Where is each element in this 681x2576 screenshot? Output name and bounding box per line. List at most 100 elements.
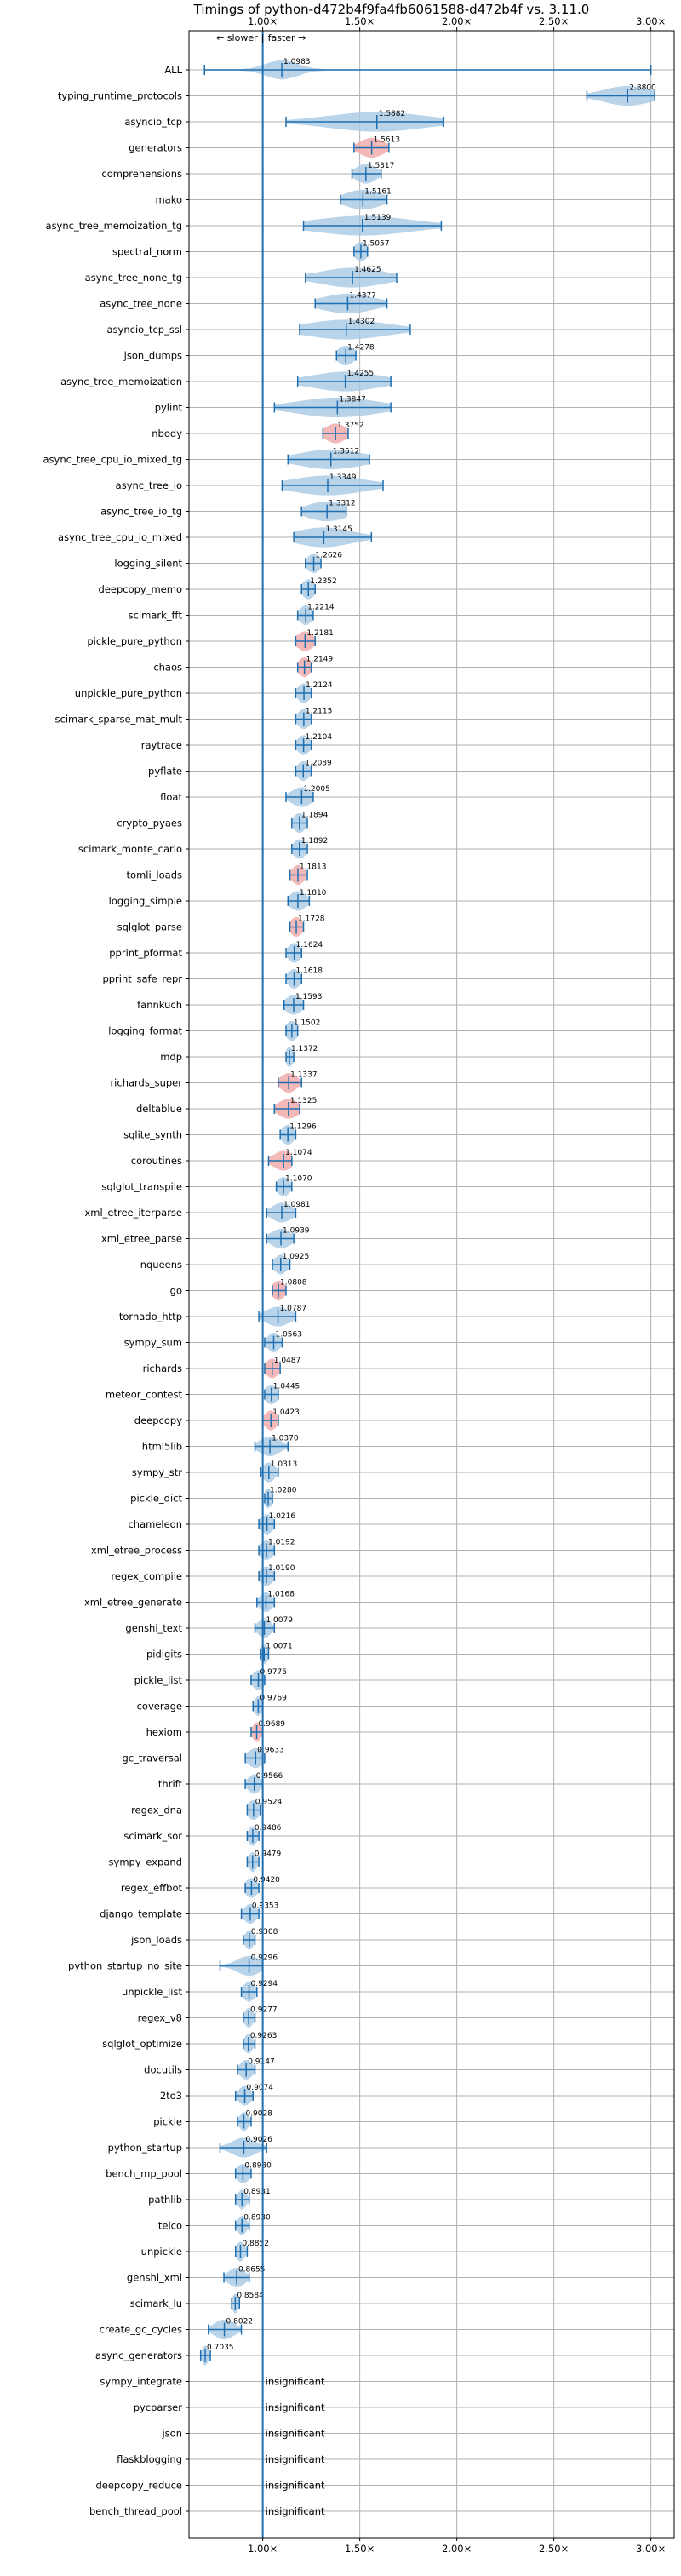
- value-label: 1.5613: [374, 136, 401, 145]
- benchmark-label: unpickle: [141, 2246, 182, 2258]
- value-label: 0.9294: [251, 1980, 278, 1988]
- benchmark-label: nbody: [152, 427, 182, 439]
- benchmark-label: typing_runtime_protocols: [58, 90, 182, 102]
- benchmark-label: pprint_pformat: [109, 947, 182, 959]
- value-label: 2.8800: [629, 84, 656, 93]
- value-label: 1.4625: [354, 266, 381, 274]
- benchmark-label: bench_thread_pool: [89, 2505, 182, 2517]
- value-label: 0.8655: [238, 2266, 266, 2275]
- insignificant-label: insignificant: [266, 2480, 325, 2492]
- benchmark-label: float: [160, 791, 182, 803]
- value-label: 1.3752: [337, 422, 364, 430]
- benchmark-label: pylint: [155, 402, 183, 414]
- benchmark-label: sympy_str: [132, 1466, 182, 1478]
- benchmark-label: json_loads: [130, 1934, 182, 1946]
- benchmark-label: sqlglot_transpile: [101, 1181, 182, 1193]
- value-label: 0.9074: [247, 2084, 274, 2092]
- value-label: 1.3312: [329, 500, 356, 508]
- benchmark-label: comprehensions: [101, 168, 182, 180]
- value-label: 0.9775: [260, 1668, 288, 1677]
- benchmark-label: chaos: [153, 662, 182, 674]
- benchmark-label: scimark_sparse_mat_mult: [55, 714, 183, 726]
- benchmark-label: pickle: [153, 2116, 182, 2128]
- value-label: 1.0071: [266, 1643, 293, 1651]
- value-label: 1.0925: [283, 1253, 310, 1261]
- value-label: 1.0079: [266, 1616, 293, 1625]
- x-tick-label-bottom: 2.50×: [539, 2543, 569, 2555]
- value-label: 1.1593: [295, 993, 323, 1001]
- benchmark-label: unpickle_list: [122, 1986, 182, 1998]
- benchmark-label: gc_traversal: [123, 1753, 183, 1764]
- value-label: 1.4302: [348, 318, 375, 326]
- value-label: 1.1728: [298, 915, 325, 924]
- value-label: 1.2181: [306, 629, 334, 638]
- value-label: 0.9524: [255, 1799, 283, 1807]
- benchmark-label: asyncio_tcp: [124, 116, 182, 128]
- value-label: 1.0808: [280, 1279, 307, 1288]
- benchmark-label: raytrace: [141, 739, 182, 751]
- value-label: 1.0563: [275, 1331, 302, 1340]
- value-label: 1.1624: [296, 941, 323, 950]
- x-tick-label-top: 1.50×: [345, 15, 375, 27]
- value-label: 1.5161: [364, 188, 392, 197]
- value-label: 1.2104: [306, 733, 333, 742]
- value-label: 1.4377: [349, 292, 376, 301]
- benchmark-label: pickle_pure_python: [87, 635, 182, 647]
- value-label: 1.2089: [305, 760, 332, 768]
- benchmark-label: regex_dna: [131, 1804, 182, 1816]
- value-label: 1.1070: [285, 1175, 312, 1184]
- benchmark-label: regex_v8: [138, 2012, 182, 2024]
- value-label: 0.9028: [245, 2110, 272, 2119]
- benchmark-label: go: [170, 1285, 182, 1297]
- chart-title: Timings of python-d472b4f9fa4fb6061588-d…: [193, 2, 590, 17]
- benchmark-label: sqlglot_optimize: [102, 2038, 182, 2050]
- benchmark-label: flaskblogging: [117, 2453, 182, 2465]
- benchmark-label: coverage: [137, 1701, 182, 1713]
- value-label: 0.9769: [260, 1695, 287, 1703]
- benchmark-label: pathlib: [148, 2194, 182, 2206]
- benchmark-label: ALL: [164, 64, 182, 76]
- benchmark-label: pidigits: [146, 1649, 182, 1661]
- benchmark-label: sympy_expand: [109, 1856, 182, 1868]
- value-label: 1.4255: [347, 370, 375, 378]
- value-label: 1.0370: [272, 1435, 299, 1443]
- benchmark-label: python_startup_no_site: [68, 1960, 182, 1972]
- value-label: 0.9420: [253, 1876, 280, 1885]
- insignificant-label: insignificant: [266, 2505, 325, 2517]
- grid-layer: [189, 31, 674, 2538]
- value-label: 1.2352: [310, 577, 337, 586]
- benchmark-label: async_tree_none_tg: [85, 272, 182, 284]
- value-label: 0.8584: [237, 2292, 264, 2300]
- benchmark-label: deltablue: [136, 1103, 182, 1115]
- benchmark-label: telco: [158, 2220, 182, 2232]
- benchmark-label: scimark_lu: [130, 2298, 182, 2309]
- benchmark-label: tornado_http: [119, 1311, 182, 1322]
- value-label: 1.3512: [333, 448, 360, 456]
- benchmark-label: mako: [155, 194, 182, 206]
- benchmark-label: mdp: [160, 1051, 182, 1063]
- value-label: 0.9353: [252, 1902, 279, 1911]
- benchmark-label: xml_etree_iterparse: [84, 1207, 182, 1219]
- value-label: 1.0168: [267, 1591, 295, 1599]
- benchmark-label: deepcopy_memo: [99, 583, 182, 595]
- x-tick-label-top: 2.50×: [539, 15, 569, 27]
- benchmark-label: pprint_safe_repr: [102, 973, 182, 985]
- value-label: 1.2005: [303, 785, 330, 794]
- benchmark-label: xml_etree_generate: [84, 1597, 182, 1609]
- value-label: 1.0280: [270, 1487, 297, 1495]
- benchmark-label: genshi_xml: [127, 2272, 182, 2284]
- value-label: 0.9689: [259, 1720, 286, 1729]
- benchmark-label: docutils: [144, 2064, 182, 2076]
- benchmark-label: genshi_text: [125, 1622, 182, 1634]
- value-label: 0.9308: [251, 1928, 278, 1936]
- value-label: 1.2626: [316, 552, 343, 560]
- x-tick-label-top: 2.00×: [442, 15, 472, 27]
- benchmark-label: thrift: [158, 1778, 183, 1790]
- benchmark-label: scimark_sor: [123, 1830, 182, 1842]
- benchmark-label: async_generators: [95, 2349, 182, 2361]
- value-label: 0.9566: [256, 1772, 283, 1781]
- value-label: 1.1325: [290, 1097, 318, 1105]
- benchmark-label: sqlite_synth: [123, 1129, 182, 1141]
